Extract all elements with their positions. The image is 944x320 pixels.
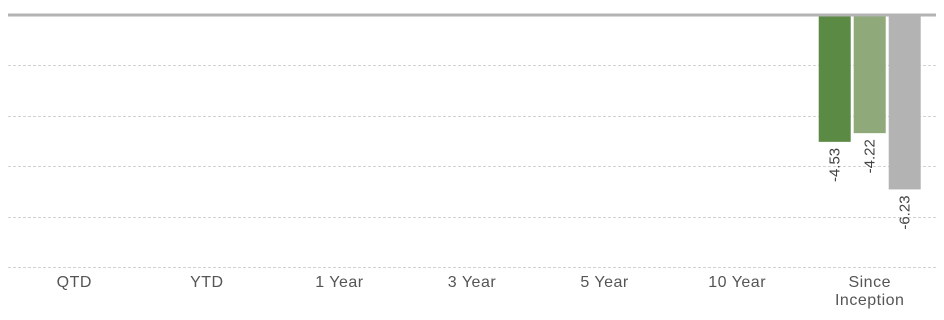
category-label-5-year: 5 Year [580,274,629,291]
category-label-qtd: QTD [57,274,92,291]
value-label-1: -4.53 [827,148,844,182]
category-label-10-year: 10 Year [708,274,766,291]
value-label-2: -4.22 [862,139,879,173]
category-label-1-year: 1 Year [315,274,364,291]
category-label-3-year: 3 Year [448,274,497,291]
bar-since-inception-series-1 [818,15,851,142]
bar-since-inception-series-3 [888,15,921,190]
category-label-since-inception-line-1: Since [848,274,891,291]
bar-since-inception-series-2 [853,15,886,134]
value-label-3: -6.23 [897,195,914,229]
category-label-since-inception-line-2: Inception [835,292,904,309]
category-label-ytd: YTD [190,274,224,291]
